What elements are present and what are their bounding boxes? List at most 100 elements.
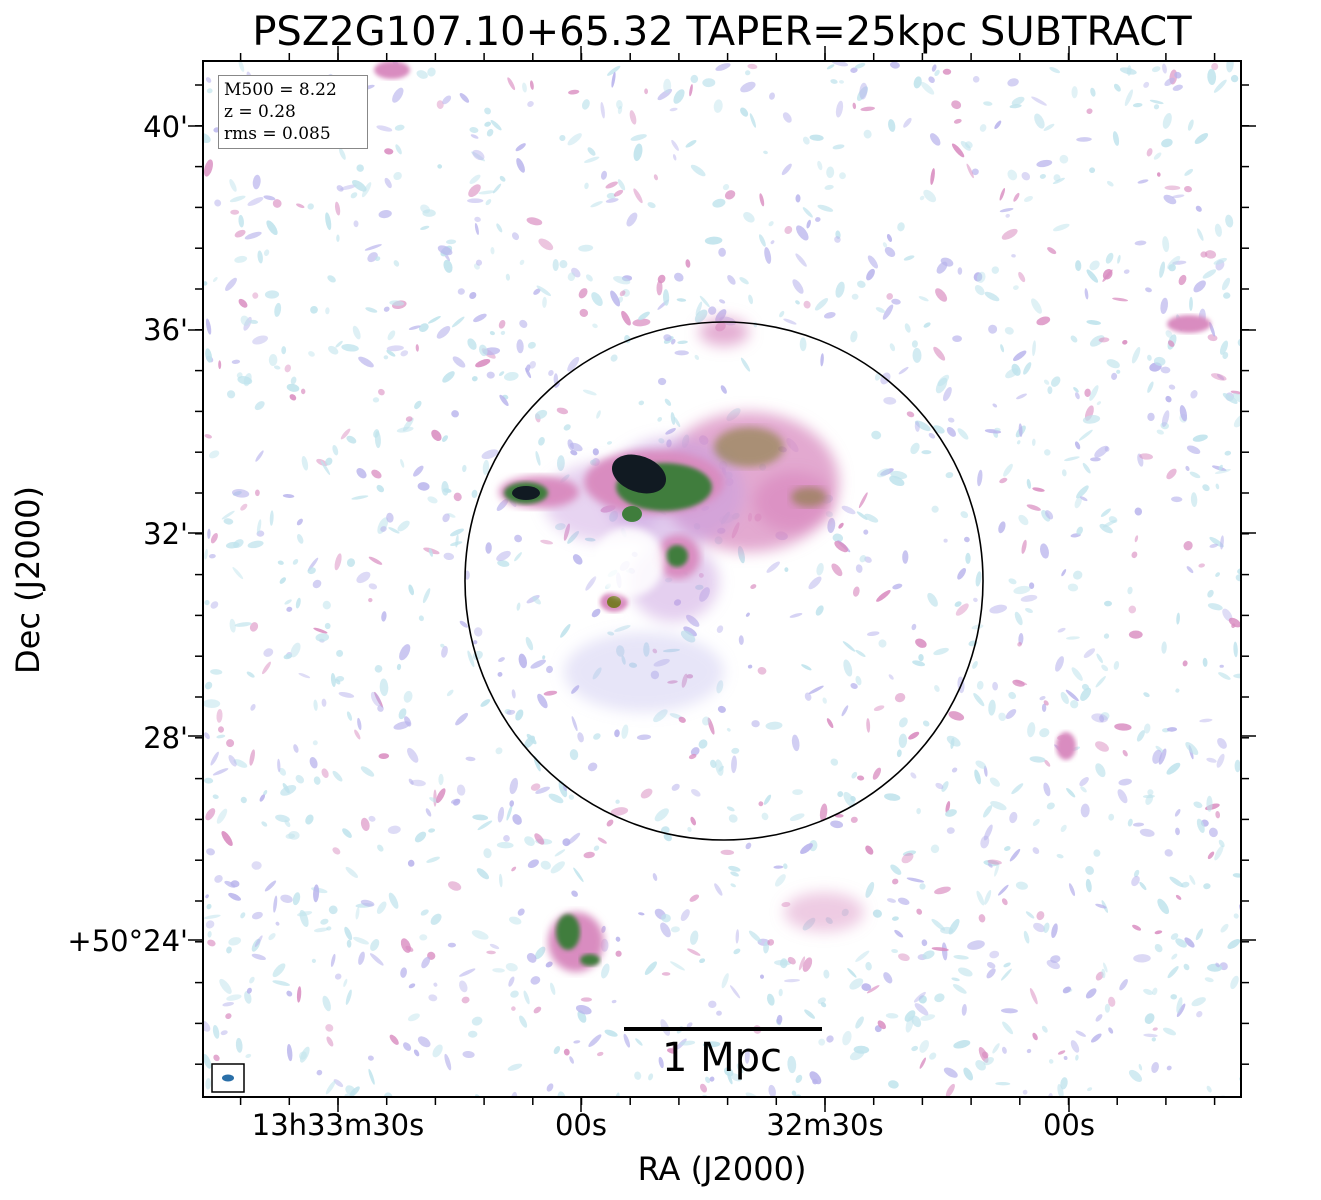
noise-speck: [920, 1014, 936, 1021]
noise-speck: [1185, 465, 1190, 471]
noise-speck: [1000, 1008, 1018, 1014]
noise-speck: [1034, 113, 1045, 129]
noise-speck: [393, 171, 402, 181]
noise-speck: [670, 926, 680, 933]
noise-speck: [837, 791, 844, 798]
noise-speck: [721, 973, 729, 989]
noise-speck: [1023, 362, 1032, 375]
noise-speck: [442, 371, 455, 383]
noise-speck: [1178, 274, 1187, 286]
noise-speck: [473, 640, 478, 645]
noise-speck: [911, 623, 917, 631]
noise-speck: [1206, 757, 1217, 763]
noise-speck: [730, 883, 736, 888]
noise-speck: [1105, 252, 1114, 264]
noise-speck: [847, 968, 857, 978]
noise-speck: [605, 181, 618, 189]
noise-speck: [428, 548, 433, 557]
noise-speck: [708, 306, 717, 315]
noise-speck: [1085, 988, 1097, 999]
image-panel[interactable]: [202, 60, 1242, 1098]
noise-speck: [213, 1054, 220, 1062]
noise-speck: [1070, 1040, 1080, 1053]
noise-speck: [1197, 228, 1204, 241]
noise-speck: [1085, 878, 1092, 893]
noise-speck: [1204, 250, 1217, 259]
noise-speck: [890, 470, 908, 480]
beam-box: [211, 1063, 245, 1093]
noise-speck: [1196, 818, 1205, 833]
noise-speck: [951, 143, 965, 158]
noise-speck: [497, 560, 510, 567]
noise-speck: [941, 781, 949, 792]
noise-speck: [354, 729, 361, 740]
noise-speck: [1124, 89, 1134, 107]
noise-speck: [1147, 412, 1155, 422]
noise-speck: [998, 712, 1007, 722]
noise-speck: [1146, 148, 1153, 157]
noise-speck: [653, 174, 658, 181]
noise-speck: [600, 101, 605, 119]
noise-speck: [206, 903, 212, 910]
noise-speck: [842, 641, 856, 652]
noise-speck: [991, 266, 1000, 274]
noise-speck: [1061, 569, 1067, 577]
noise-speck: [324, 622, 331, 630]
noise-speck: [749, 113, 756, 128]
noise-speck: [816, 562, 824, 576]
noise-speck: [1213, 257, 1227, 265]
noise-speck: [802, 207, 813, 218]
noise-speck: [971, 624, 984, 630]
noise-speck: [663, 78, 672, 94]
noise-speck: [240, 912, 246, 919]
noise-speck: [766, 561, 780, 573]
noise-speck: [1068, 883, 1076, 897]
noise-speck: [300, 388, 306, 395]
noise-speck: [1171, 496, 1183, 503]
noise-speck: [341, 344, 359, 352]
noise-speck: [1048, 1093, 1053, 1096]
noise-speck: [933, 346, 946, 361]
noise-speck: [396, 663, 402, 671]
noise-speck: [204, 1054, 212, 1069]
noise-speck: [1036, 911, 1045, 921]
noise-speck: [911, 340, 918, 348]
noise-speck: [333, 1079, 344, 1088]
noise-speck: [1186, 566, 1194, 574]
noise-speck: [231, 359, 241, 364]
noise-speck: [1172, 84, 1183, 91]
noise-speck: [758, 801, 764, 807]
noise-speck: [254, 401, 265, 411]
noise-speck: [339, 147, 346, 160]
noise-speck: [866, 718, 871, 733]
noise-speck: [1018, 271, 1026, 283]
noise-speck: [789, 612, 803, 618]
noise-speck: [206, 848, 215, 856]
ytick-label: +50°24': [67, 924, 188, 958]
noise-speck: [1152, 1027, 1158, 1031]
noise-speck: [992, 681, 999, 691]
noise-speck: [1099, 715, 1105, 723]
noise-speck: [301, 456, 309, 471]
noise-speck: [442, 513, 450, 523]
noise-speck: [476, 868, 490, 880]
noise-speck: [1142, 794, 1155, 799]
noise-speck: [307, 567, 316, 575]
noise-speck: [984, 291, 1000, 302]
noise-speck: [446, 689, 454, 697]
noise-speck: [910, 772, 917, 779]
noise-speck: [369, 953, 384, 966]
noise-speck: [610, 354, 618, 362]
noise-speck: [506, 804, 513, 821]
noise-speck: [988, 324, 998, 334]
noise-speck: [482, 459, 490, 475]
noise-speck: [1215, 483, 1220, 490]
noise-speck: [1007, 169, 1018, 181]
noise-speck: [632, 318, 651, 327]
noise-speck: [745, 842, 752, 850]
noise-speck: [663, 833, 672, 842]
noise-speck: [427, 496, 438, 504]
noise-speck: [863, 529, 869, 535]
noise-speck: [715, 63, 731, 71]
noise-speck: [311, 958, 316, 964]
